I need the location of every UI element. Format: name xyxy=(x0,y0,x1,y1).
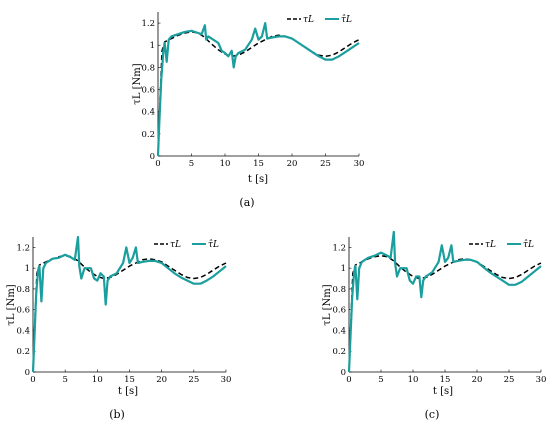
legend-label: τL xyxy=(170,240,181,250)
x-tick-label: 30 xyxy=(221,375,232,385)
x-tick-label: 0 xyxy=(155,159,160,169)
chart-panel-a: 0 5 10 15 20 25 30 0 0.2 0.4 0.6 0.8 1 1.2 τL τ̂L t [s] τ… xyxy=(132,12,364,209)
x-tick-label: 5 xyxy=(62,375,67,385)
x-axis-label: t [s] xyxy=(118,386,138,397)
y-tick-label: 0.2 xyxy=(16,347,30,357)
y-tick-label: 0.4 xyxy=(332,326,346,336)
series-line-estimate xyxy=(156,22,360,157)
y-tick-label: 0.6 xyxy=(16,306,30,316)
series-line-reference xyxy=(157,31,360,157)
y-axis-label: τL [Nm] xyxy=(6,284,17,325)
y-tick-label: 0.6 xyxy=(141,86,155,96)
x-tick-label: 25 xyxy=(188,375,199,385)
y-tick-label: 1 xyxy=(25,264,30,274)
x-tick-label: 10 xyxy=(220,159,231,169)
y-tick-label: 0.6 xyxy=(332,306,346,316)
panel-caption: (c) xyxy=(425,408,440,421)
chart-panel-c: 0 5 10 15 20 25 30 0 0.2 0.4 0.6 0.8 1 1.2 τL τ̂L t [s] τ… xyxy=(322,230,547,421)
y-tick-label: 1 xyxy=(150,41,155,51)
y-tick-label: 0.2 xyxy=(332,347,346,357)
y-tick-label: 0 xyxy=(341,368,346,378)
y-tick-label: 1.2 xyxy=(141,19,155,29)
legend-label: τ̂L xyxy=(341,14,352,25)
y-tick-label: 0 xyxy=(25,368,30,378)
chart-panel-b: 0 5 10 15 20 25 30 0 0.2 0.4 0.6 0.8 1 1.2 τL τ̂L t [s] τ… xyxy=(6,235,232,421)
y-tick-label: 0.8 xyxy=(16,285,30,295)
x-axis-label: t [s] xyxy=(433,386,453,397)
x-axis-label: t [s] xyxy=(248,174,268,185)
x-tick-label: 20 xyxy=(287,159,298,169)
y-tick-label: 0.4 xyxy=(16,326,30,336)
y-tick-label: 0.8 xyxy=(332,285,346,295)
legend-label: τ̂L xyxy=(208,239,219,250)
x-tick-label: 30 xyxy=(354,159,365,169)
x-tick-label: 15 xyxy=(440,375,451,385)
series-line-reference xyxy=(348,254,542,373)
x-tick-label: 10 xyxy=(408,375,419,385)
x-tick-label: 20 xyxy=(156,375,167,385)
y-axis-label: τL [Nm] xyxy=(132,63,143,104)
y-tick-label: 0.8 xyxy=(141,63,155,73)
x-tick-label: 30 xyxy=(536,375,547,385)
y-tick-label: 1.2 xyxy=(16,243,30,253)
x-tick-label: 25 xyxy=(504,375,515,385)
panel-caption: (b) xyxy=(109,408,125,421)
x-tick-label: 25 xyxy=(320,159,331,169)
x-tick-label: 15 xyxy=(124,375,135,385)
x-tick-label: 0 xyxy=(30,375,35,385)
x-tick-label: 10 xyxy=(92,375,103,385)
y-tick-label: 0.2 xyxy=(141,130,155,140)
legend-label: τL xyxy=(303,15,314,25)
legend-label: τL xyxy=(485,240,496,250)
x-tick-label: 5 xyxy=(189,159,194,169)
series-line-reference xyxy=(32,254,227,373)
y-axis-label: τL [Nm] xyxy=(322,284,333,325)
y-tick-label: 1.2 xyxy=(332,243,346,253)
y-tick-label: 0.4 xyxy=(141,108,155,118)
x-tick-label: 20 xyxy=(472,375,483,385)
series-line-estimate xyxy=(347,230,542,373)
y-tick-label: 0 xyxy=(150,152,155,162)
x-tick-label: 5 xyxy=(378,375,383,385)
legend-label: τ̂L xyxy=(523,239,534,250)
series-line-estimate xyxy=(31,235,227,373)
x-tick-label: 15 xyxy=(253,159,264,169)
panel-caption: (a) xyxy=(239,196,254,209)
x-tick-label: 0 xyxy=(346,375,351,385)
y-tick-label: 1 xyxy=(341,264,346,274)
